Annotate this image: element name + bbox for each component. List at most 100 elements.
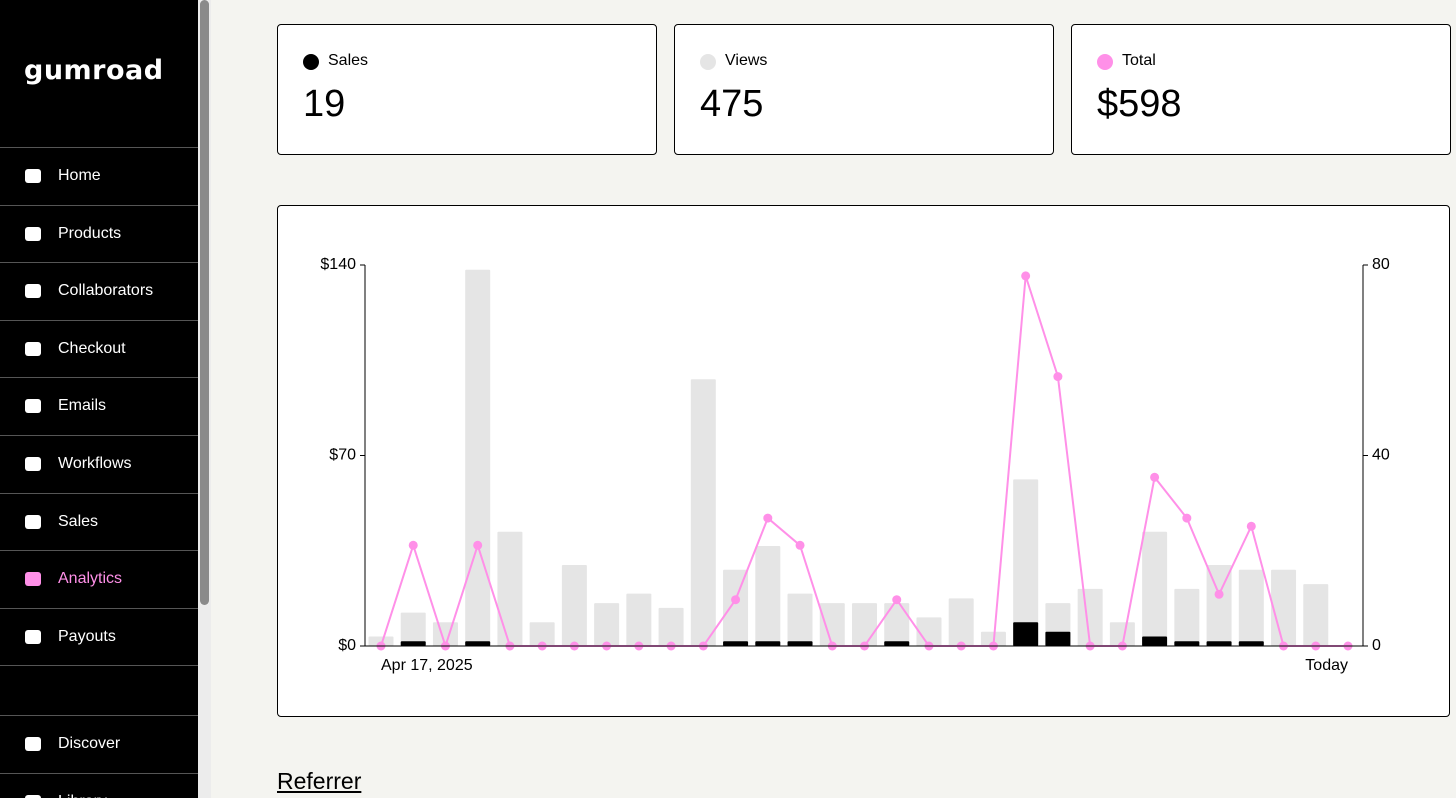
nav-label: Checkout [58, 339, 126, 357]
bar [1045, 631, 1071, 646]
legend-dot [303, 54, 319, 70]
section-heading[interactable]: Referrer [277, 768, 362, 794]
nav-item[interactable]: Products [0, 204, 198, 262]
nav-label: Workflows [58, 455, 132, 472]
point [1182, 513, 1192, 523]
point [731, 595, 741, 605]
stat-card: Sales 19 [277, 24, 657, 155]
bar [561, 565, 587, 646]
chart: $0 $70 $140 0 40 80 Apr 17, 2025 Today [320, 256, 1390, 674]
nav-label: Emails [58, 397, 107, 415]
bar [723, 641, 749, 646]
bar [1077, 588, 1103, 646]
nav-label: Payouts [58, 627, 116, 645]
sidebar: gumroad Home Products Collaborators Checkou… [0, 0, 198, 798]
y2-tick-label: 40 [1372, 447, 1390, 464]
nav-icon [25, 341, 41, 356]
bar [1142, 636, 1168, 646]
point [408, 540, 418, 550]
logo[interactable]: gumroad [24, 55, 164, 86]
nav-icon [25, 514, 41, 529]
nav-label: Home [58, 167, 101, 184]
bar [400, 612, 426, 646]
nav-item[interactable]: Sales [0, 492, 198, 550]
nav-label: Sales [58, 512, 99, 530]
point [1150, 472, 1160, 482]
line [380, 275, 1348, 650]
bar [1238, 569, 1264, 646]
point [1053, 372, 1063, 382]
x-tick-label: Apr 17, 2025 [381, 657, 473, 674]
stat-card: Total $598 [1071, 24, 1451, 155]
bar [1109, 622, 1135, 646]
bar [400, 641, 426, 646]
stat-value: 19 [303, 83, 346, 125]
nav-item[interactable]: Workflows [0, 435, 198, 492]
y2-tick-label: 80 [1372, 256, 1390, 273]
bar [819, 603, 845, 646]
bar [1013, 622, 1039, 646]
scrollbar[interactable] [198, 0, 211, 798]
stat-label: Total [1122, 52, 1156, 69]
nav-label: Analytics [58, 570, 123, 588]
nav-item[interactable]: Collaborators [0, 262, 198, 319]
nav-item[interactable]: Emails [0, 377, 198, 434]
nav-label: Products [58, 224, 122, 242]
bar [594, 603, 620, 646]
nav-item[interactable]: Discover [0, 715, 198, 772]
bar [948, 598, 974, 646]
bar [1206, 565, 1232, 646]
y-tick-label: $0 [338, 637, 356, 654]
legend-dot [700, 54, 716, 70]
nav-item[interactable]: Payouts [0, 607, 198, 665]
nav-icon [25, 572, 41, 587]
nav-icon [25, 284, 41, 299]
nav-item[interactable]: Home [0, 147, 198, 204]
bar [1013, 479, 1039, 646]
bar [368, 636, 394, 646]
nav-icon [25, 169, 41, 183]
bar [1238, 641, 1264, 646]
divider [0, 665, 198, 666]
bar [852, 603, 877, 646]
bar [723, 569, 749, 646]
bar [1303, 584, 1329, 646]
bar [626, 593, 652, 646]
point [1214, 589, 1224, 599]
nav-icon [25, 226, 41, 241]
bar [787, 641, 813, 646]
nav-item[interactable]: Checkout [0, 319, 198, 377]
nav-item[interactable]: Library [0, 772, 198, 798]
chart-card: $0 $70 $140 0 40 80 Apr 17, 2025 Today [277, 205, 1450, 717]
bar [1142, 531, 1168, 646]
bar [787, 593, 813, 646]
stat-value: 475 [700, 83, 764, 125]
nav-item[interactable]: Analytics [0, 550, 198, 607]
bar [916, 617, 942, 646]
point [1246, 521, 1256, 531]
nav-icon [25, 629, 41, 644]
bar [1206, 641, 1232, 646]
bar [884, 603, 910, 646]
point [763, 513, 773, 523]
y2-tick-label: 0 [1372, 637, 1381, 654]
nav-icon [25, 399, 41, 414]
bar [1271, 569, 1297, 646]
bar [755, 545, 781, 646]
bar [658, 607, 684, 646]
stat-label: Sales [328, 52, 369, 69]
bar [690, 379, 716, 646]
bar [884, 641, 910, 646]
nav-icon [25, 794, 41, 798]
scrollbar-thumb[interactable] [200, 0, 209, 605]
nav-label: Discover [58, 735, 121, 752]
y-tick-label: $70 [329, 447, 356, 464]
bar [529, 622, 555, 646]
nav-label: Collaborators [58, 282, 154, 300]
point [1021, 271, 1031, 281]
x-tick-label: Today [1305, 657, 1348, 674]
stat-label: Views [725, 52, 768, 69]
point [473, 540, 483, 550]
bar [1174, 588, 1200, 646]
